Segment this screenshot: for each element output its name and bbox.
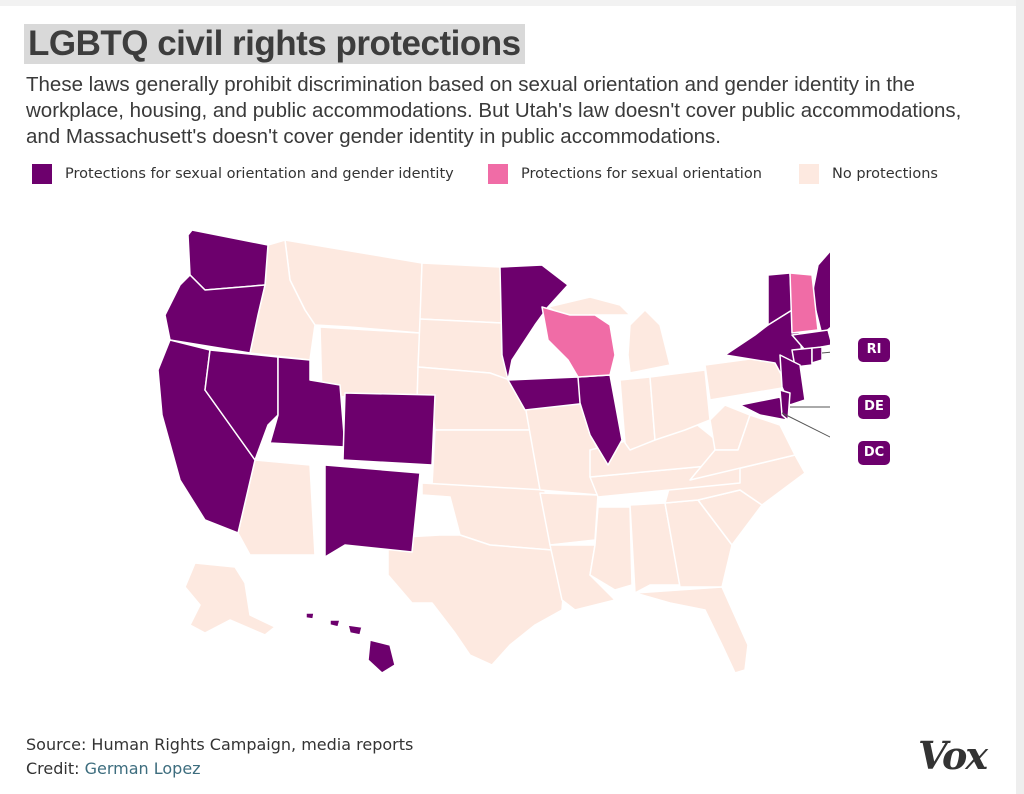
state-michigan-lower [627, 309, 671, 374]
legend-label-partial: Protections for sexual orientation [521, 166, 762, 182]
vox-logo: Vox [918, 733, 988, 778]
state-utah [269, 356, 346, 448]
us-map [157, 229, 830, 674]
state-alabama [629, 502, 681, 594]
state-maryland [739, 396, 787, 421]
chart-subtitle: These laws generally prohibit discrimina… [26, 73, 962, 148]
legend-label-full: Protections for sexual orientation and g… [65, 166, 454, 182]
state-florida [634, 586, 749, 674]
right-frame [1016, 0, 1024, 794]
state-minnesota [499, 264, 569, 381]
state-hawaii-big [367, 639, 396, 674]
callout-ri: RI [858, 338, 890, 362]
callout-de: DE [858, 395, 890, 419]
state-hawaii-kauai [305, 612, 315, 620]
state-mississippi [589, 506, 633, 591]
source-text: Source: Human Rights Campaign, media rep… [26, 735, 414, 754]
state-indiana [619, 376, 656, 451]
legend-label-none: No protections [832, 166, 938, 182]
state-new-mexico [324, 464, 421, 558]
state-new-hampshire [789, 272, 819, 334]
state-colorado [342, 392, 436, 466]
state-alaska [184, 562, 276, 636]
state-arkansas [539, 492, 599, 546]
state-hawaii-maui [347, 624, 363, 636]
state-kansas [431, 429, 541, 491]
legend-swatch-full [32, 164, 52, 184]
state-washington [187, 229, 269, 291]
state-wisconsin [541, 306, 616, 378]
state-virginia [689, 414, 796, 481]
callout-line-ri [821, 351, 830, 354]
legend-item-partial: Protections for sexual orientation [488, 164, 762, 184]
state-oregon [164, 274, 266, 354]
credit-author-link[interactable]: German Lopez [84, 759, 201, 778]
legend-item-full: Protections for sexual orientation and g… [32, 164, 454, 184]
legend-item-none: No protections [799, 164, 938, 184]
state-rhode-island [811, 346, 823, 364]
state-north-dakota [419, 262, 503, 324]
credit-line: Credit: German Lopez [26, 757, 413, 781]
state-delaware [779, 389, 791, 421]
state-massachusetts [791, 329, 830, 351]
callout-dc: DC [858, 441, 890, 465]
chart-title: LGBTQ civil rights protections [24, 24, 525, 64]
state-texas [387, 534, 566, 666]
callout-line-dc [781, 412, 830, 438]
credit-prefix: Credit: [26, 759, 85, 778]
legend-swatch-partial [488, 164, 508, 184]
state-hawaii-oahu [329, 619, 341, 628]
footer: Source: Human Rights Campaign, media rep… [26, 733, 413, 781]
top-frame [0, 0, 1024, 6]
legend-swatch-none [799, 164, 819, 184]
state-ohio [649, 369, 711, 441]
